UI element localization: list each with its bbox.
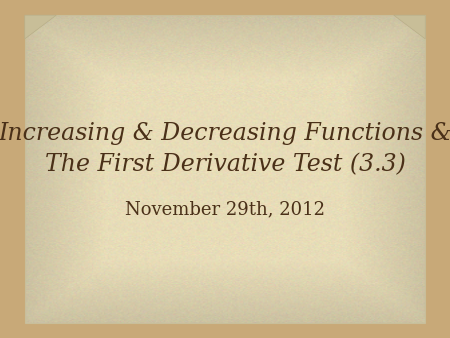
Text: Increasing & Decreasing Functions &
The First Derivative Test (3.3): Increasing & Decreasing Functions & The … <box>0 122 450 176</box>
Polygon shape <box>25 15 56 39</box>
Text: November 29th, 2012: November 29th, 2012 <box>125 200 325 219</box>
Bar <box>25 15 425 323</box>
Polygon shape <box>394 15 425 39</box>
